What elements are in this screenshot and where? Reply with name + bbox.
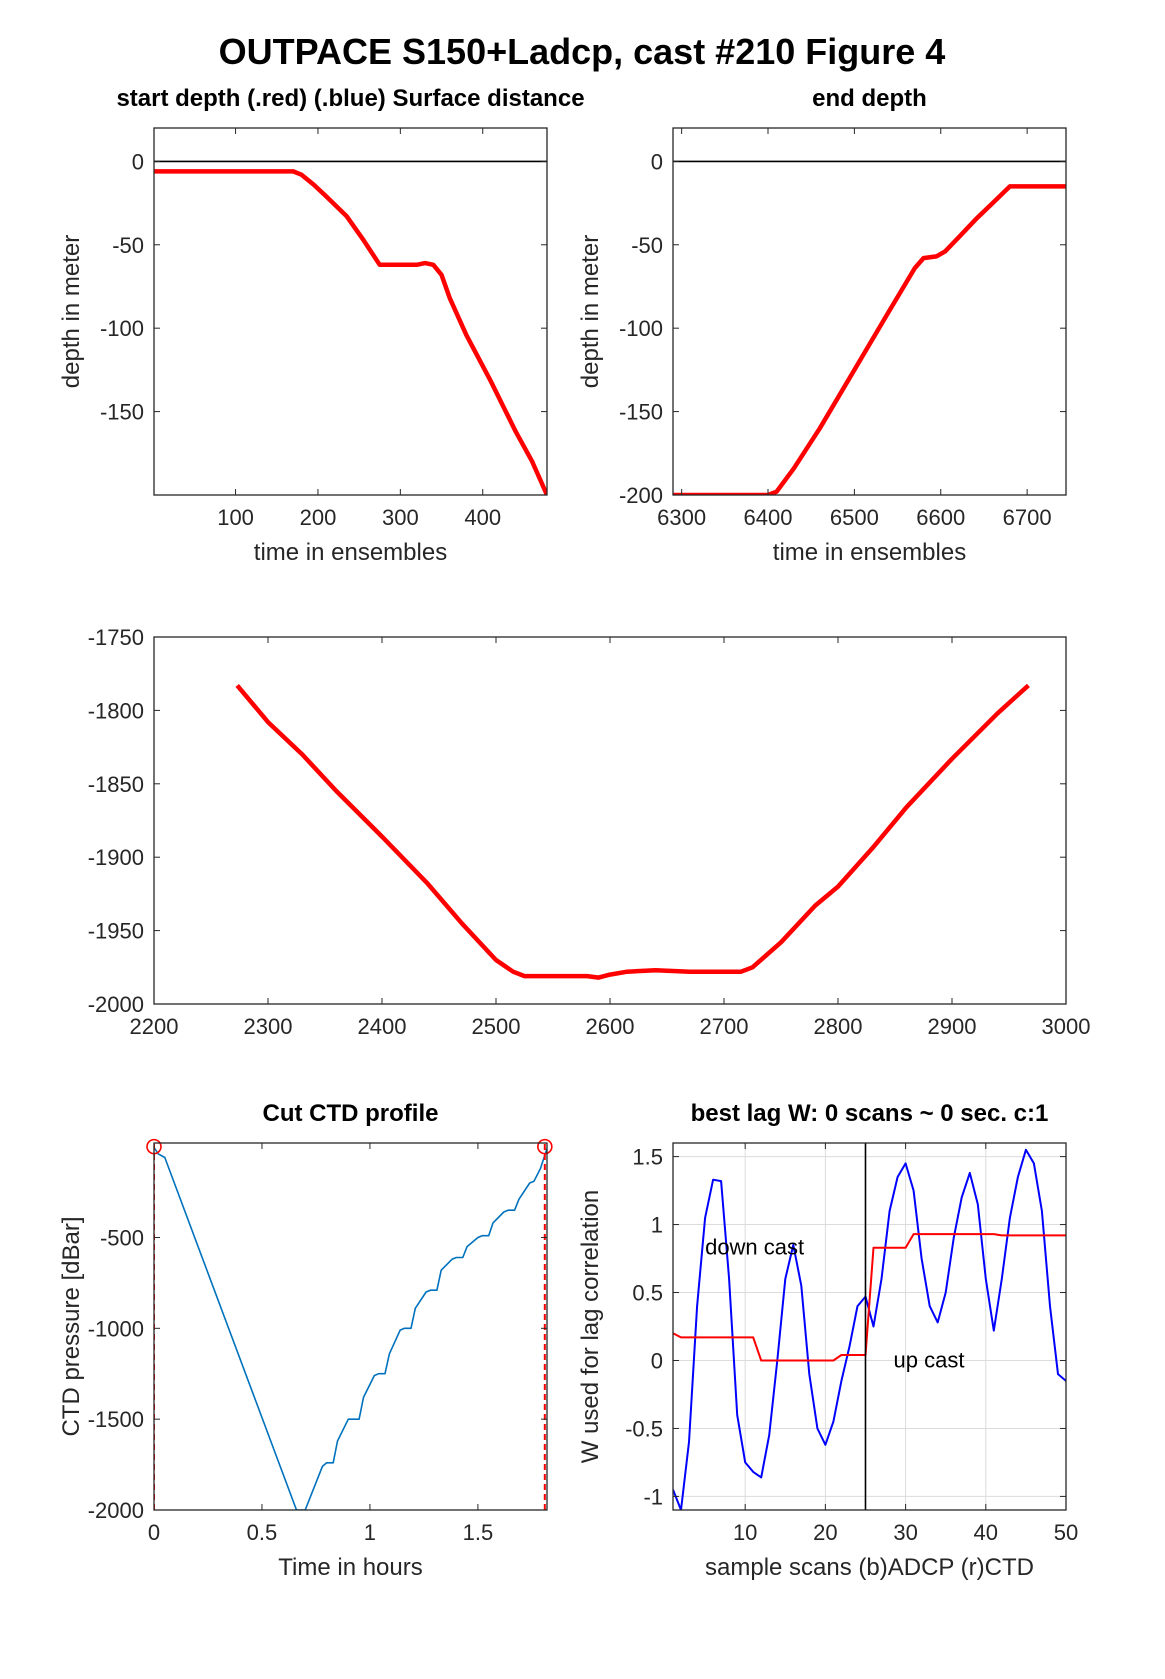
y-tick-label: 1.5: [632, 1145, 663, 1170]
panel-title: start depth (.red) (.blue) Surface dista…: [116, 85, 584, 112]
y-tick-label: -500: [100, 1225, 144, 1250]
y-tick-label: -50: [631, 233, 663, 258]
figure-title: OUTPACE S150+Ladcp, cast #210 Figure 4: [219, 31, 946, 72]
y-tick-label: -1950: [88, 919, 144, 944]
x-tick-label: 2800: [814, 1014, 863, 1039]
series-line-1: [673, 1233, 1066, 1362]
x-tick-label: 2200: [130, 1014, 179, 1039]
series-line-0: [673, 184, 1066, 495]
y-tick-label: -150: [619, 400, 663, 425]
annotation-label: up cast: [894, 1347, 965, 1372]
panel-end: 6300 6400 6500 6600 6700 0 -50 -100 -150 -200 end …: [577, 85, 1067, 566]
x-tick-label: 1.5: [463, 1520, 494, 1545]
annotation-label: down cast: [705, 1234, 804, 1259]
x-axis-label: Time in hours: [278, 1554, 423, 1581]
x-tick-label: 0: [148, 1520, 160, 1545]
x-tick-label: 400: [464, 505, 501, 530]
x-tick-label: 20: [813, 1520, 837, 1545]
y-axis-label: W used for lag correlation: [577, 1190, 604, 1463]
x-tick-label: 2700: [700, 1014, 749, 1039]
y-axis-label: depth in meter: [58, 235, 85, 388]
y-tick-label: -1900: [88, 845, 144, 870]
y-tick-label: -1000: [88, 1316, 144, 1341]
panel-title: end depth: [812, 85, 927, 112]
y-tick-label: -1850: [88, 772, 144, 797]
x-tick-label: 6300: [657, 505, 706, 530]
y-tick-label: -100: [619, 316, 663, 341]
x-tick-label: 2400: [358, 1014, 407, 1039]
x-tick-label: 50: [1054, 1520, 1078, 1545]
axes-box: [153, 1142, 548, 1511]
y-tick-label: -0.5: [625, 1416, 663, 1441]
y-tick-label: -100: [100, 316, 144, 341]
x-tick-label: 0.5: [247, 1520, 278, 1545]
x-tick-label: 40: [974, 1520, 998, 1545]
x-tick-label: 6700: [1003, 505, 1052, 530]
y-tick-label: -150: [100, 400, 144, 425]
endpoint-marker: [537, 1138, 553, 1155]
x-tick-label: 2300: [244, 1014, 293, 1039]
x-tick-label: 2500: [472, 1014, 521, 1039]
x-axis-label: time in ensembles: [773, 539, 966, 566]
x-tick-label: 30: [893, 1520, 917, 1545]
axes-box: [153, 636, 1067, 1005]
y-tick-label: -1750: [88, 625, 144, 650]
x-tick-label: 10: [733, 1520, 757, 1545]
axes-box: [153, 127, 548, 496]
x-tick-label: 100: [217, 505, 254, 530]
y-tick-label: 0: [651, 1348, 663, 1373]
series-line-0: [154, 169, 547, 495]
y-tick-label: 0: [132, 149, 144, 174]
x-axis-label: sample scans (b)ADCP (r)CTD: [705, 1554, 1034, 1581]
y-tick-label: -2000: [88, 1498, 144, 1523]
y-tick-label: -50: [112, 233, 144, 258]
series-line-0: [673, 1148, 1066, 1510]
x-tick-label: 2900: [928, 1014, 977, 1039]
y-axis-label: depth in meter: [577, 235, 604, 388]
y-tick-label: -1: [643, 1484, 663, 1509]
x-tick-label: 300: [382, 505, 419, 530]
axes-box: [672, 127, 1067, 496]
panel-bottom: 2200 2300 2400 2500 2600 2700 2800 2900 3000 -175…: [88, 625, 1091, 1039]
panel-ctd: 0 0.5 1 1.5 -500 -1000 -1500 -2000 Cut CTD profi…: [58, 1100, 553, 1581]
y-axis-label: CTD pressure [dBar]: [58, 1216, 85, 1436]
panel-title: Cut CTD profile: [263, 1100, 439, 1127]
panel-start: 100 200 300 400 0 -50 -100 -150 start depth (.re…: [58, 85, 585, 566]
x-tick-label: 2600: [586, 1014, 635, 1039]
x-tick-label: 1: [364, 1520, 376, 1545]
y-tick-label: 0.5: [632, 1281, 663, 1306]
y-tick-label: 1: [651, 1213, 663, 1238]
panel-lag: 10 20 30 40 50 1.5 1 0.5 0 -0.5 -1 best lag W: 0 sc…: [577, 1100, 1078, 1581]
x-tick-label: 6500: [830, 505, 879, 530]
x-tick-label: 3000: [1042, 1014, 1091, 1039]
y-tick-label: -1800: [88, 698, 144, 723]
y-tick-label: 0: [651, 149, 663, 174]
x-tick-label: 6400: [744, 505, 793, 530]
series-line-0: [235, 683, 1030, 980]
y-tick-label: -200: [619, 483, 663, 508]
x-tick-label: 6600: [916, 505, 965, 530]
axes-box: [672, 1142, 1067, 1511]
y-tick-label: -1500: [88, 1407, 144, 1432]
panel-title: best lag W: 0 scans ~ 0 sec. c:1: [691, 1100, 1049, 1127]
y-tick-label: -2000: [88, 992, 144, 1017]
x-axis-label: time in ensembles: [254, 539, 447, 566]
series-line-0: [154, 1147, 547, 1510]
x-tick-label: 200: [300, 505, 337, 530]
